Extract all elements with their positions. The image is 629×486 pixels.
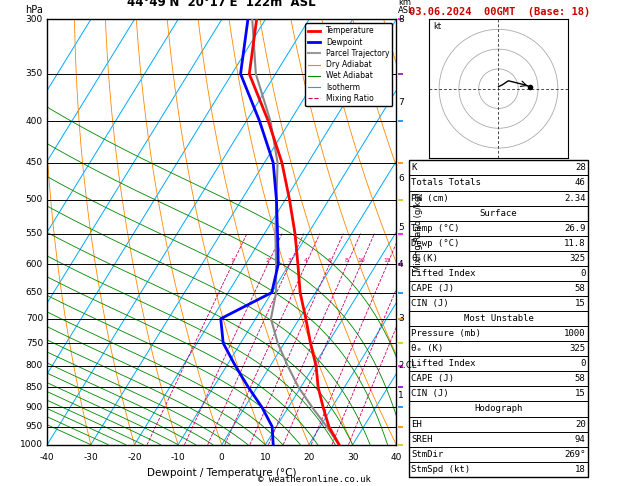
Text: 10: 10 <box>357 258 365 263</box>
Text: 800: 800 <box>26 362 43 370</box>
Text: PW (cm): PW (cm) <box>411 193 449 203</box>
Text: 450: 450 <box>26 158 43 167</box>
Text: 3: 3 <box>287 258 292 263</box>
Text: Temp (°C): Temp (°C) <box>411 224 460 233</box>
Text: 11.8: 11.8 <box>564 239 586 248</box>
Text: 15: 15 <box>575 389 586 399</box>
Text: 30: 30 <box>347 453 359 462</box>
Text: Lifted Index: Lifted Index <box>411 359 476 368</box>
Text: -30: -30 <box>84 453 98 462</box>
Text: 750: 750 <box>26 339 43 347</box>
Text: Totals Totals: Totals Totals <box>411 178 481 188</box>
Text: 1: 1 <box>230 258 234 263</box>
Text: 94: 94 <box>575 434 586 444</box>
Text: 700: 700 <box>26 314 43 323</box>
Text: CAPE (J): CAPE (J) <box>411 374 454 383</box>
Text: 58: 58 <box>575 374 586 383</box>
Text: 6: 6 <box>328 258 331 263</box>
Text: -40: -40 <box>40 453 55 462</box>
Text: 400: 400 <box>26 117 43 125</box>
Text: CIN (J): CIN (J) <box>411 389 449 399</box>
Text: 4: 4 <box>398 260 404 269</box>
Text: 650: 650 <box>26 288 43 297</box>
Text: 58: 58 <box>575 284 586 293</box>
Text: CAPE (J): CAPE (J) <box>411 284 454 293</box>
Text: 2.34: 2.34 <box>564 193 586 203</box>
Text: 7: 7 <box>398 99 404 107</box>
Text: 900: 900 <box>26 403 43 412</box>
Text: Mixing Ratio (g/kg): Mixing Ratio (g/kg) <box>415 192 423 272</box>
Text: 26.9: 26.9 <box>564 224 586 233</box>
Text: -20: -20 <box>127 453 142 462</box>
Text: 1: 1 <box>398 391 404 400</box>
Legend: Temperature, Dewpoint, Parcel Trajectory, Dry Adiabat, Wet Adiabat, Isotherm, Mi: Temperature, Dewpoint, Parcel Trajectory… <box>305 23 392 106</box>
Text: 0: 0 <box>580 269 586 278</box>
Text: CIN (J): CIN (J) <box>411 299 449 308</box>
Text: © weatheronline.co.uk: © weatheronline.co.uk <box>258 474 371 484</box>
Text: 03.06.2024  00GMT  (Base: 18): 03.06.2024 00GMT (Base: 18) <box>409 7 590 17</box>
Text: kt: kt <box>433 22 442 31</box>
Text: Dewpoint / Temperature (°C): Dewpoint / Temperature (°C) <box>147 468 296 478</box>
Text: 600: 600 <box>26 260 43 269</box>
Text: hPa: hPa <box>25 5 43 15</box>
Text: StmDir: StmDir <box>411 450 443 459</box>
Text: 8: 8 <box>398 15 404 24</box>
Text: 850: 850 <box>26 383 43 392</box>
Text: θₑ (K): θₑ (K) <box>411 344 443 353</box>
Text: 15: 15 <box>384 258 391 263</box>
Text: 20: 20 <box>575 419 586 429</box>
Text: 500: 500 <box>26 195 43 205</box>
Text: θₑ(K): θₑ(K) <box>411 254 438 263</box>
Text: 8: 8 <box>345 258 349 263</box>
Text: 1000: 1000 <box>20 440 43 449</box>
Text: 40: 40 <box>391 453 402 462</box>
Text: 550: 550 <box>26 229 43 238</box>
Text: K: K <box>411 163 417 173</box>
Text: 10: 10 <box>260 453 271 462</box>
Text: 1000: 1000 <box>564 329 586 338</box>
Text: Pressure (mb): Pressure (mb) <box>411 329 481 338</box>
Text: 300: 300 <box>26 15 43 24</box>
Text: km
ASL: km ASL <box>398 0 414 15</box>
Text: 20: 20 <box>303 453 314 462</box>
Text: 28: 28 <box>575 163 586 173</box>
Text: 18: 18 <box>575 465 586 474</box>
Text: 0: 0 <box>219 453 225 462</box>
Text: -10: -10 <box>170 453 186 462</box>
Text: 325: 325 <box>569 254 586 263</box>
Text: Surface: Surface <box>480 208 517 218</box>
Text: 269°: 269° <box>564 450 586 459</box>
Text: Lifted Index: Lifted Index <box>411 269 476 278</box>
Text: Dewp (°C): Dewp (°C) <box>411 239 460 248</box>
Text: 3: 3 <box>398 314 404 323</box>
Text: Most Unstable: Most Unstable <box>464 314 533 323</box>
Text: 6: 6 <box>398 174 404 183</box>
Text: 4: 4 <box>304 258 308 263</box>
Text: StmSpd (kt): StmSpd (kt) <box>411 465 470 474</box>
Text: Hodograph: Hodograph <box>474 404 523 414</box>
Text: 44°49'N  20°17'E  122m  ASL: 44°49'N 20°17'E 122m ASL <box>128 0 316 9</box>
Text: 350: 350 <box>26 69 43 78</box>
Text: 15: 15 <box>575 299 586 308</box>
Text: 2.CL: 2.CL <box>398 362 416 370</box>
Text: 5: 5 <box>398 223 404 231</box>
Text: 0: 0 <box>580 359 586 368</box>
Text: 2: 2 <box>265 258 270 263</box>
Text: SREH: SREH <box>411 434 433 444</box>
Text: 46: 46 <box>575 178 586 188</box>
Text: 950: 950 <box>26 422 43 431</box>
Text: 325: 325 <box>569 344 586 353</box>
Text: EH: EH <box>411 419 422 429</box>
